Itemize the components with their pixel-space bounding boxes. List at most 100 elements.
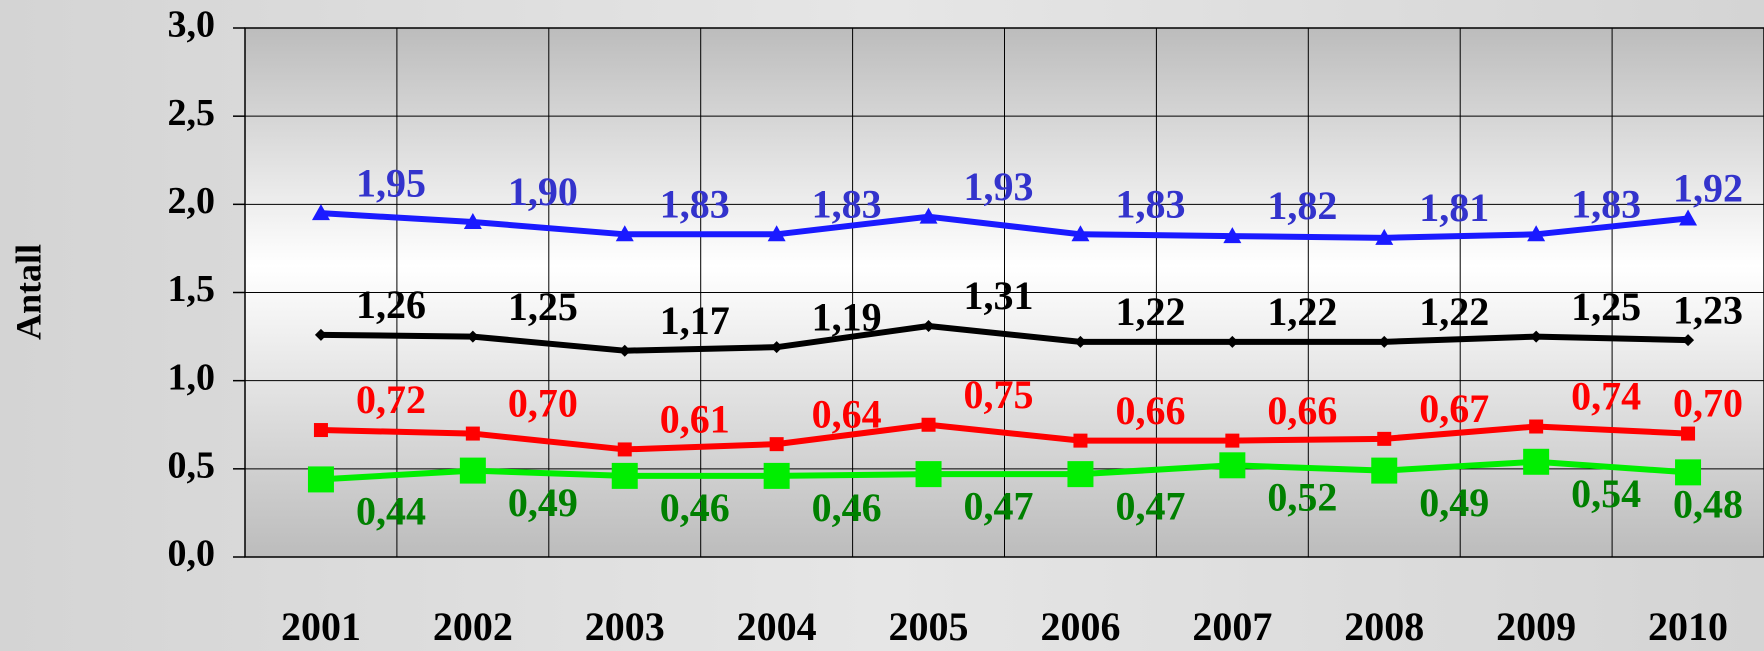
marker: [1074, 335, 1087, 348]
marker: [1682, 334, 1695, 347]
marker: [919, 207, 938, 224]
data-label: 1,93: [964, 164, 1034, 209]
data-label: 0,64: [812, 391, 882, 436]
x-tick-label: 2004: [737, 604, 817, 649]
data-label: 1,26: [356, 282, 426, 327]
data-label: 0,47: [964, 483, 1034, 528]
series-line: [320, 323, 1689, 354]
data-label: 0,66: [1115, 388, 1185, 433]
data-label: 1,19: [812, 294, 882, 339]
marker: [314, 328, 327, 341]
data-label: 0,49: [508, 480, 578, 525]
data-label: 1,82: [1267, 183, 1337, 228]
data-label: 1,92: [1673, 166, 1743, 211]
marker: [1073, 433, 1088, 448]
data-label: 0,46: [812, 485, 882, 530]
marker: [1226, 335, 1239, 348]
series-line: [320, 458, 1689, 483]
data-label: 0,49: [1419, 480, 1489, 525]
series-line: [320, 210, 1689, 241]
data-label: 1,22: [1419, 289, 1489, 334]
marker: [770, 341, 783, 354]
marker: [611, 462, 638, 489]
data-label: 1,90: [508, 169, 578, 214]
data-label: 0,66: [1267, 388, 1337, 433]
y-tick-label: 1,5: [168, 268, 216, 310]
marker: [769, 437, 784, 452]
data-label: 0,70: [508, 381, 578, 426]
marker: [463, 212, 482, 229]
x-tick-label: 2006: [1040, 604, 1120, 649]
x-tick-label: 2002: [433, 604, 513, 649]
marker: [1377, 431, 1392, 446]
data-label: 0,67: [1419, 386, 1489, 431]
marker: [1071, 225, 1090, 242]
marker: [1523, 448, 1550, 475]
marker: [1378, 335, 1391, 348]
marker: [1530, 330, 1543, 343]
marker: [1375, 228, 1394, 245]
data-label: 1,83: [1115, 181, 1185, 226]
data-label: 1,25: [1571, 284, 1641, 329]
data-label: 1,95: [356, 160, 426, 205]
data-label: 0,46: [660, 485, 730, 530]
data-label: 0,44: [356, 489, 426, 534]
marker: [763, 462, 790, 489]
data-label: 0,75: [964, 372, 1034, 417]
marker: [767, 225, 786, 242]
data-label: 1,23: [1673, 287, 1743, 332]
series-line: [320, 421, 1689, 453]
data-label: 1,83: [812, 181, 882, 226]
marker: [1219, 452, 1246, 479]
x-tick-label: 2007: [1192, 604, 1272, 649]
data-label: 0,54: [1571, 471, 1641, 516]
x-tick-label: 2010: [1648, 604, 1728, 649]
y-tick-label: 2,5: [168, 92, 216, 134]
marker: [615, 225, 634, 242]
marker: [311, 204, 330, 221]
marker: [465, 426, 480, 441]
marker: [1223, 227, 1242, 244]
marker: [1679, 209, 1698, 226]
marker: [307, 466, 334, 493]
data-label: 1,31: [964, 273, 1034, 318]
marker: [466, 330, 479, 343]
x-tick-label: 2001: [281, 604, 361, 649]
marker: [459, 457, 486, 484]
data-label: 1,83: [660, 181, 730, 226]
data-label: 0,70: [1673, 381, 1743, 426]
y-tick-label: 0,5: [168, 445, 216, 487]
x-tick-label: 2009: [1496, 604, 1576, 649]
marker: [617, 442, 632, 457]
marker: [1681, 426, 1696, 441]
data-label: 1,81: [1419, 185, 1489, 230]
marker: [618, 344, 631, 357]
data-label: 0,61: [660, 397, 730, 442]
data-label: 1,25: [508, 284, 578, 329]
data-label: 1,17: [660, 298, 730, 343]
data-label: 0,74: [1571, 374, 1641, 419]
x-tick-label: 2005: [889, 604, 969, 649]
marker: [313, 423, 328, 438]
data-label: 1,83: [1571, 181, 1641, 226]
marker: [1225, 433, 1240, 448]
data-label: 0,72: [356, 377, 426, 422]
marker: [915, 461, 942, 488]
marker: [922, 320, 935, 333]
x-tick-label: 2008: [1344, 604, 1424, 649]
y-axis-label: Antall: [8, 244, 48, 340]
marker: [921, 417, 936, 432]
data-label: 0,47: [1115, 483, 1185, 528]
data-label: 0,48: [1673, 482, 1743, 527]
marker: [1527, 225, 1546, 242]
data-label: 1,22: [1115, 289, 1185, 334]
marker: [1675, 459, 1702, 486]
marker: [1529, 419, 1544, 434]
y-tick-label: 2,0: [168, 180, 216, 222]
marker: [1371, 457, 1398, 484]
y-tick-label: 3,0: [168, 4, 216, 46]
data-label: 0,52: [1267, 474, 1337, 519]
marker: [1067, 461, 1094, 488]
